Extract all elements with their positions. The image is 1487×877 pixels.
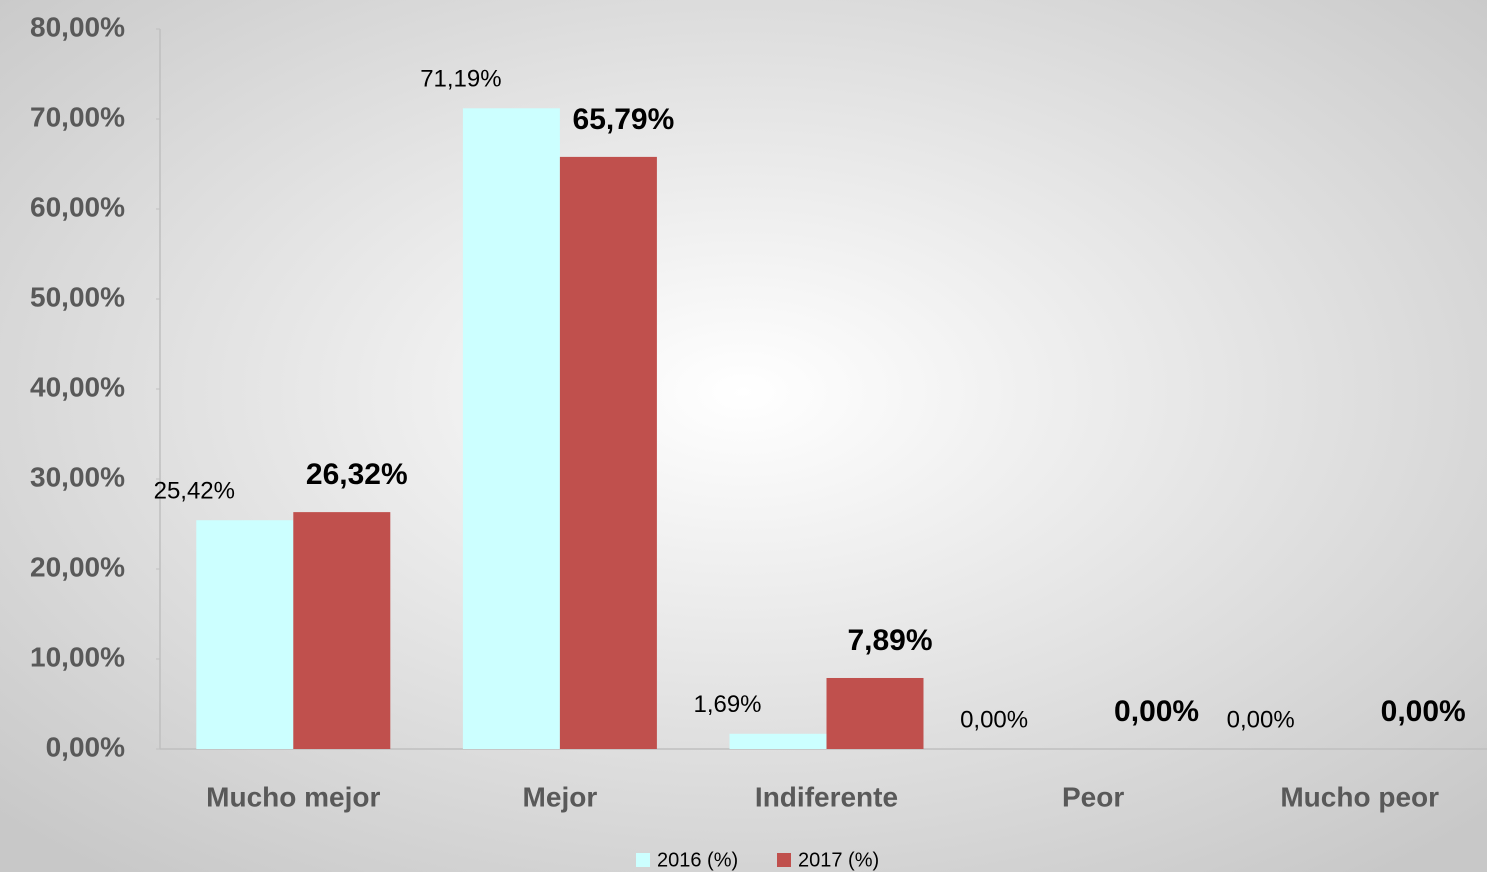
x-tick-label: Mucho peor [1280,781,1439,812]
y-tick-label: 0,00% [46,731,125,762]
y-tick-label: 80,00% [30,11,125,42]
value-label: 0,00% [1227,706,1295,733]
legend-swatch [777,853,791,867]
bar [462,108,560,750]
legend-label: 2016 (%) [657,849,738,871]
value-label: 0,00% [1114,695,1199,728]
bar [293,512,391,749]
y-tick-label: 50,00% [30,281,125,312]
value-label: 7,89% [847,624,932,657]
value-label: 65,79% [573,103,675,136]
legend-label: 2017 (%) [798,849,879,871]
y-tick-label: 70,00% [30,101,125,132]
x-tick-label: Mejor [523,781,598,812]
legend-swatch [636,853,650,867]
bar [729,733,827,749]
y-tick-label: 60,00% [30,191,125,222]
bar [826,677,924,749]
bar [559,156,657,749]
value-label: 71,19% [420,66,501,93]
value-label: 0,00% [960,706,1028,733]
y-tick-label: 40,00% [30,371,125,402]
x-tick-label: Indiferente [755,781,898,812]
y-tick-label: 10,00% [30,641,125,672]
y-tick-label: 20,00% [30,551,125,582]
value-label: 26,32% [306,458,408,491]
x-tick-label: Peor [1062,781,1124,812]
y-tick-label: 30,00% [30,461,125,492]
bar [196,520,294,749]
value-label: 0,00% [1381,695,1466,728]
value-label: 25,42% [154,478,235,505]
x-tick-label: Mucho mejor [206,781,380,812]
value-label: 1,69% [693,691,761,718]
